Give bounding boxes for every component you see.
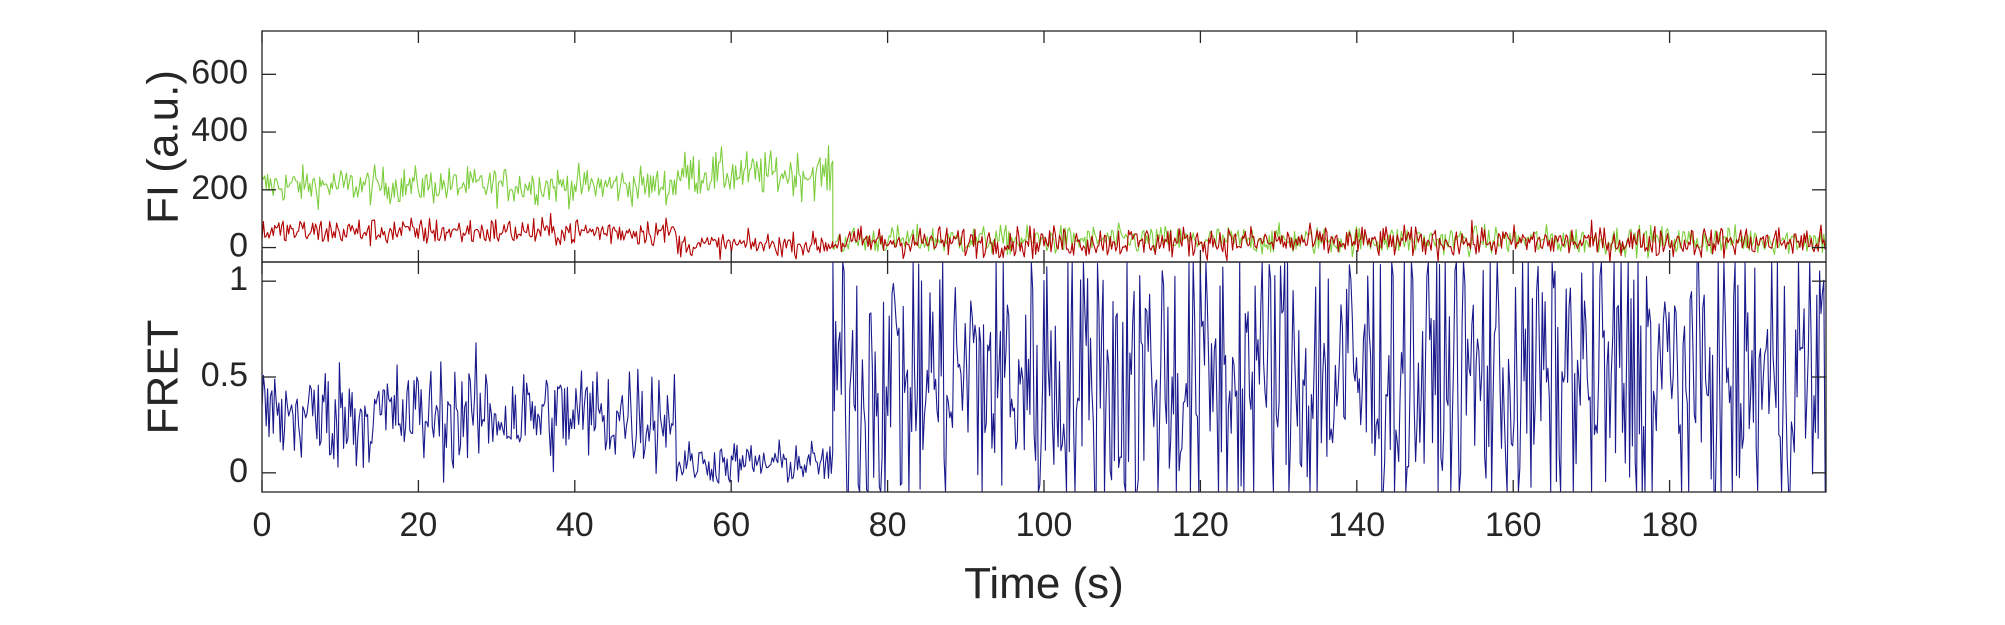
top-y-axis-label: FI (a.u.) bbox=[139, 70, 188, 224]
top-traces bbox=[261, 144, 1826, 263]
top-y-ticks: 0 200 400 600 bbox=[191, 53, 1826, 265]
x-axis-label: Time (s) bbox=[964, 559, 1124, 608]
x-ticks: 0 20 40 60 80 100 120 140 160 180 bbox=[253, 31, 1698, 544]
y-tick-label: 200 bbox=[191, 169, 248, 207]
y-tick-label: 400 bbox=[191, 111, 248, 149]
y-tick-label: 1 bbox=[229, 260, 248, 298]
x-tick-label: 40 bbox=[556, 506, 594, 544]
x-tick-label: 0 bbox=[253, 506, 272, 544]
y-tick-label: 0 bbox=[229, 452, 248, 490]
bottom-y-ticks: 00.51 bbox=[201, 260, 1826, 490]
x-tick-label: 100 bbox=[1016, 506, 1073, 544]
y-tick-label: 0.5 bbox=[201, 356, 248, 394]
y-tick-label: 0 bbox=[229, 227, 248, 265]
x-tick-label: 160 bbox=[1485, 506, 1542, 544]
x-tick-label: 120 bbox=[1172, 506, 1229, 544]
x-tick-label: 80 bbox=[869, 506, 907, 544]
top-panel: 0 200 400 600 FI (a.u.) bbox=[139, 30, 1827, 265]
bottom-y-axis-label: FRET bbox=[139, 320, 188, 435]
y-tick-label: 600 bbox=[191, 53, 248, 91]
x-tick-label: 60 bbox=[712, 506, 750, 544]
trace-series-1 bbox=[261, 261, 1826, 493]
bottom-panel: 00.51 0 20 40 60 80 100 120 140 160 180 FRET Time… bbox=[139, 31, 1827, 608]
trace-series-2 bbox=[261, 212, 1826, 263]
x-tick-label: 140 bbox=[1328, 506, 1385, 544]
bottom-traces bbox=[261, 261, 1826, 493]
x-tick-label: 180 bbox=[1641, 506, 1698, 544]
x-tick-label: 20 bbox=[399, 506, 437, 544]
